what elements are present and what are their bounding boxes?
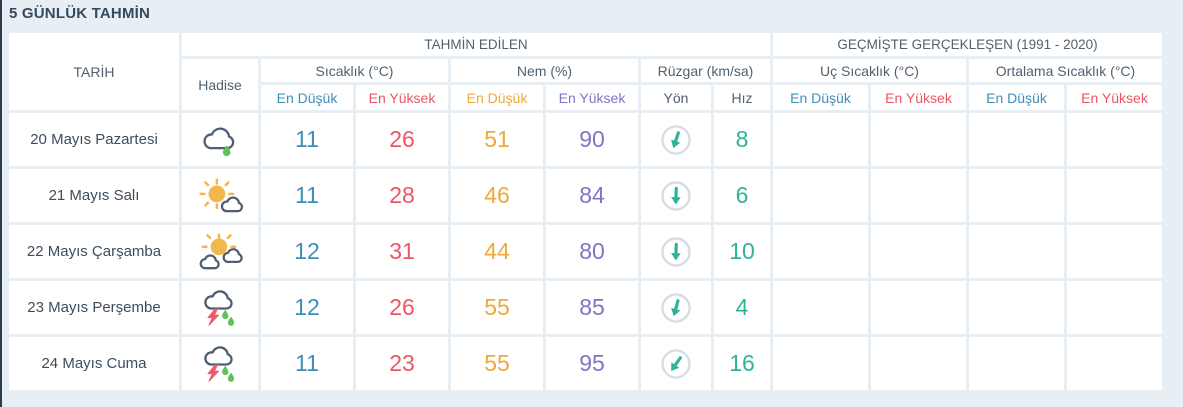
column-header-temperature: Sıcaklık (°C) [261,59,448,82]
humidity-max-value: 95 [546,337,638,390]
humidity-min-value: 55 [451,337,543,390]
hist-extreme-min-cell [773,113,868,166]
hist-average-min-cell [969,113,1064,166]
hist-extreme-max-cell [871,113,966,166]
subheader-average-max: En Yüksek [1067,85,1162,110]
subheader-average-min: En Düşük [969,85,1064,110]
cloud-light-rain-icon [182,113,258,166]
hist-extreme-max-cell [871,281,966,334]
hist-average-min-cell [969,169,1064,222]
temp-max-value: 31 [356,225,448,278]
hist-extreme-min-cell [773,169,868,222]
subheader-humidity-max: En Yüksek [546,85,638,110]
thunderstorm-icon [182,281,258,334]
humidity-min-value: 55 [451,281,543,334]
subheader-extreme-max: En Yüksek [871,85,966,110]
hist-average-max-cell [1067,281,1162,334]
wind-speed-value: 16 [714,337,770,390]
thunderstorm-icon [182,337,258,390]
date-cell: 21 Mayıs Salı [9,169,179,222]
humidity-max-value: 84 [546,169,638,222]
humidity-max-value: 85 [546,281,638,334]
date-cell: 23 Mayıs Perşembe [9,281,179,334]
subheader-wind-direction: Yön [641,85,711,110]
subheader-temp-min: En Düşük [261,85,353,110]
wind-speed-value: 10 [714,225,770,278]
subheader-temp-max: En Yüksek [356,85,448,110]
page-title: 5 GÜNLÜK TAHMİN [9,5,151,22]
temp-min-value: 11 [261,337,353,390]
subheader-extreme-min: En Düşük [773,85,868,110]
temp-min-value: 12 [261,281,353,334]
wind-speed-value: 4 [714,281,770,334]
hist-average-max-cell [1067,113,1162,166]
wind-speed-value: 6 [714,169,770,222]
hist-average-min-cell [969,225,1064,278]
temp-min-value: 12 [261,225,353,278]
subheader-humidity-min: En Düşük [451,85,543,110]
temp-max-value: 28 [356,169,448,222]
wind-direction-icon [641,225,711,278]
hist-extreme-min-cell [773,337,868,390]
wind-direction-icon [641,113,711,166]
temp-max-value: 26 [356,281,448,334]
date-cell: 20 Mayıs Pazartesi [9,113,179,166]
hist-average-max-cell [1067,225,1162,278]
hist-extreme-min-cell [773,281,868,334]
column-header-wind: Rüzgar (km/sa) [641,59,770,82]
column-header-condition: Hadise [182,59,258,110]
hist-average-min-cell [969,337,1064,390]
temp-max-value: 26 [356,113,448,166]
wind-direction-icon [641,337,711,390]
date-cell: 24 Mayıs Cuma [9,337,179,390]
column-header-extreme-temperature: Uç Sıcaklık (°C) [773,59,966,82]
column-header-average-temperature: Ortalama Sıcaklık (°C) [969,59,1162,82]
column-header-humidity: Nem (%) [451,59,638,82]
forecast-table: TARİH TAHMİN EDİLEN GEÇMİŞTE GERÇEKLEŞEN… [9,33,1162,390]
humidity-min-value: 51 [451,113,543,166]
group-header-forecast: TAHMİN EDİLEN [182,33,770,56]
humidity-max-value: 90 [546,113,638,166]
hist-average-max-cell [1067,169,1162,222]
sun-cloud-icon [182,169,258,222]
column-header-date: TARİH [9,33,179,110]
temp-min-value: 11 [261,113,353,166]
date-cell: 22 Mayıs Çarşamba [9,225,179,278]
sun-clouds-icon [182,225,258,278]
humidity-max-value: 80 [546,225,638,278]
page-left-edge [0,0,2,407]
group-header-historical: GEÇMİŞTE GERÇEKLEŞEN (1991 - 2020) [773,33,1162,56]
hist-average-max-cell [1067,337,1162,390]
humidity-min-value: 44 [451,225,543,278]
temp-max-value: 23 [356,337,448,390]
temp-min-value: 11 [261,169,353,222]
hist-average-min-cell [969,281,1064,334]
subheader-wind-speed: Hız [714,85,770,110]
wind-speed-value: 8 [714,113,770,166]
wind-direction-icon [641,169,711,222]
hist-extreme-min-cell [773,225,868,278]
humidity-min-value: 46 [451,169,543,222]
wind-direction-icon [641,281,711,334]
hist-extreme-max-cell [871,337,966,390]
hist-extreme-max-cell [871,225,966,278]
hist-extreme-max-cell [871,169,966,222]
